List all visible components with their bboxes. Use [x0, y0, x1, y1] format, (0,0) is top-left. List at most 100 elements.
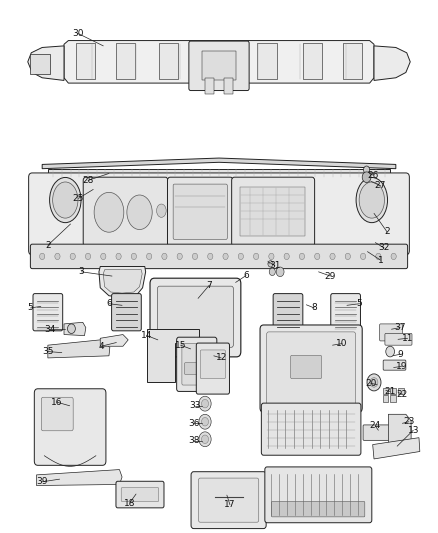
Text: 6: 6	[243, 271, 249, 280]
Ellipse shape	[49, 177, 81, 223]
FancyBboxPatch shape	[196, 343, 230, 394]
Text: 15: 15	[175, 341, 186, 350]
FancyBboxPatch shape	[363, 425, 392, 440]
FancyBboxPatch shape	[198, 478, 259, 522]
Bar	[30, 54, 50, 74]
Circle shape	[201, 435, 208, 443]
Text: 5: 5	[357, 299, 363, 308]
Ellipse shape	[356, 177, 388, 223]
Bar	[343, 43, 362, 79]
FancyBboxPatch shape	[191, 472, 266, 529]
Text: 18: 18	[124, 498, 135, 507]
Text: 25: 25	[73, 194, 84, 203]
Circle shape	[254, 253, 259, 260]
Circle shape	[116, 253, 121, 260]
FancyBboxPatch shape	[261, 403, 361, 455]
Text: 17: 17	[224, 500, 236, 509]
Text: 13: 13	[407, 426, 419, 435]
FancyBboxPatch shape	[265, 467, 372, 523]
FancyBboxPatch shape	[189, 41, 249, 91]
Bar	[383, 395, 389, 401]
Text: 36: 36	[188, 419, 199, 428]
Circle shape	[269, 253, 274, 260]
Text: 4: 4	[98, 342, 104, 351]
Circle shape	[208, 343, 215, 352]
Circle shape	[67, 324, 75, 334]
Circle shape	[391, 253, 396, 260]
Circle shape	[131, 253, 137, 260]
Circle shape	[360, 253, 366, 260]
FancyBboxPatch shape	[200, 350, 226, 378]
FancyBboxPatch shape	[83, 177, 168, 246]
Text: 7: 7	[207, 280, 212, 289]
Circle shape	[376, 253, 381, 260]
FancyBboxPatch shape	[33, 294, 63, 331]
Bar	[390, 387, 396, 394]
Circle shape	[269, 268, 276, 276]
Bar	[303, 43, 322, 79]
FancyBboxPatch shape	[157, 286, 233, 348]
Circle shape	[194, 343, 201, 352]
Circle shape	[238, 253, 244, 260]
Bar	[116, 43, 135, 79]
Circle shape	[284, 253, 289, 260]
Bar	[209, 43, 229, 79]
Polygon shape	[373, 438, 420, 459]
Text: 6: 6	[106, 299, 112, 308]
Bar	[240, 187, 304, 236]
Polygon shape	[36, 470, 122, 486]
Text: 22: 22	[397, 390, 408, 399]
Circle shape	[39, 253, 45, 260]
Bar	[383, 387, 389, 394]
Bar	[390, 395, 396, 401]
Polygon shape	[48, 168, 390, 177]
Circle shape	[55, 253, 60, 260]
Text: 24: 24	[370, 422, 381, 431]
Bar	[398, 387, 404, 394]
Text: 28: 28	[82, 176, 94, 185]
Text: 31: 31	[269, 261, 281, 270]
Circle shape	[85, 253, 91, 260]
Text: 32: 32	[378, 244, 390, 253]
Text: 16: 16	[51, 398, 62, 407]
Polygon shape	[64, 322, 86, 336]
Circle shape	[177, 253, 182, 260]
FancyBboxPatch shape	[182, 344, 212, 385]
Text: 26: 26	[367, 171, 378, 180]
Ellipse shape	[127, 195, 152, 230]
Circle shape	[162, 253, 167, 260]
FancyBboxPatch shape	[173, 184, 227, 239]
Circle shape	[199, 414, 211, 429]
Circle shape	[101, 253, 106, 260]
Circle shape	[165, 343, 172, 352]
Circle shape	[192, 253, 198, 260]
Text: 11: 11	[402, 334, 413, 343]
FancyBboxPatch shape	[41, 397, 73, 431]
Text: 23: 23	[403, 417, 415, 426]
Polygon shape	[28, 46, 64, 80]
Ellipse shape	[156, 204, 166, 217]
Circle shape	[70, 253, 75, 260]
Ellipse shape	[94, 192, 124, 232]
Circle shape	[276, 267, 284, 277]
Polygon shape	[42, 158, 396, 168]
Polygon shape	[99, 266, 146, 297]
Circle shape	[367, 374, 381, 391]
Ellipse shape	[53, 182, 78, 218]
Text: 33: 33	[189, 401, 201, 410]
Bar	[76, 43, 95, 79]
FancyBboxPatch shape	[232, 177, 314, 246]
Polygon shape	[103, 270, 142, 293]
Text: 1: 1	[378, 256, 383, 264]
Text: 34: 34	[44, 325, 55, 334]
Text: 37: 37	[395, 323, 406, 332]
Text: 3: 3	[78, 268, 85, 276]
Circle shape	[179, 343, 186, 352]
Circle shape	[201, 417, 208, 426]
Text: 30: 30	[73, 29, 84, 38]
Text: 20: 20	[365, 379, 377, 388]
Circle shape	[208, 253, 213, 260]
Polygon shape	[48, 340, 110, 358]
Circle shape	[199, 432, 211, 447]
FancyBboxPatch shape	[28, 173, 410, 255]
